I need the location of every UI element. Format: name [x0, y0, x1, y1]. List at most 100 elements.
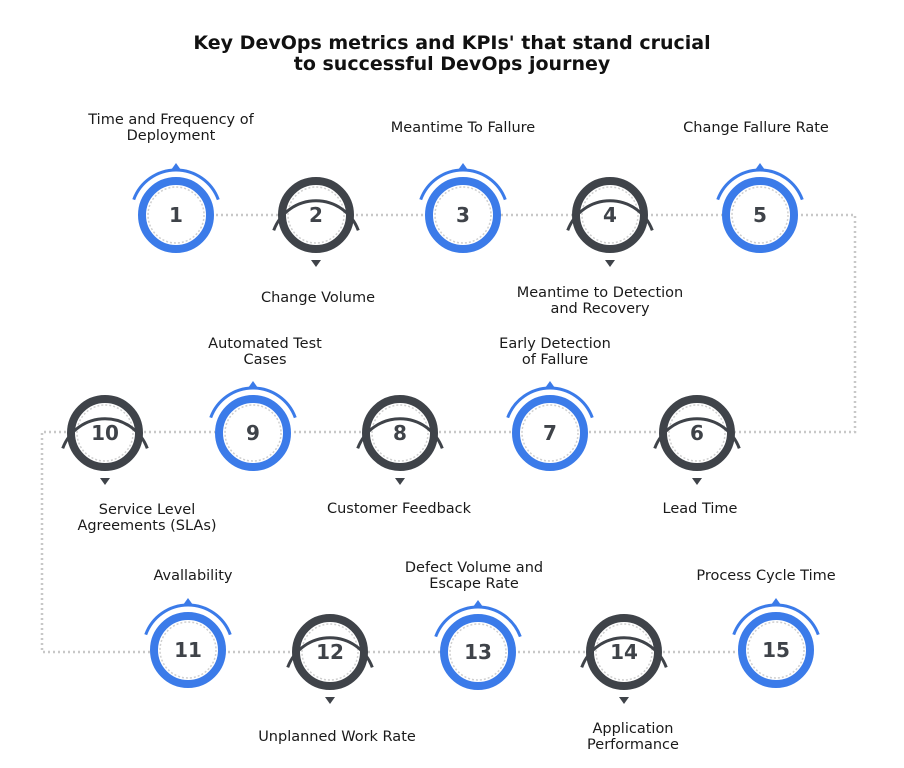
metric-number: 8	[393, 421, 407, 445]
metric-outer-arc	[716, 168, 804, 201]
metric-inner-dotted-ring	[224, 404, 282, 462]
metric-outer-arc	[356, 417, 444, 449]
metric-inner-dotted-ring	[159, 621, 217, 679]
metric-outer-arc	[566, 199, 654, 231]
metric-label-line: Process Cycle Time	[696, 568, 836, 584]
metric-inner-dotted-ring	[76, 404, 134, 462]
metric-number: 10	[91, 421, 119, 445]
metric-outer-arc	[286, 636, 374, 668]
metric-label-line: of Fallure	[521, 352, 589, 368]
metric-label-line: Change Fallure Rate	[683, 120, 829, 136]
metric-outer-arc	[434, 605, 522, 638]
metric-label-line: Customer Feedback	[326, 501, 472, 517]
metric-circle-bg	[292, 614, 368, 690]
metric-label-line: Deployment	[126, 128, 216, 144]
metric-number: 9	[246, 421, 260, 445]
pointer-up-icon	[545, 381, 555, 388]
pointer-up-icon	[473, 600, 483, 607]
metric-number: 12	[316, 640, 344, 664]
metric-outer-arc	[419, 168, 507, 201]
metric-circle-bg	[215, 395, 291, 471]
metric-ring	[440, 614, 516, 690]
metric-ring	[150, 612, 226, 688]
metric-circle-bg	[138, 177, 214, 253]
metric-label-line: Unplanned Work Rate	[258, 729, 416, 745]
metric-circle-bg	[425, 177, 501, 253]
metric-number: 15	[762, 638, 790, 662]
metric-label-line: Defect Volume and	[404, 560, 544, 576]
metric-number: 6	[690, 421, 704, 445]
metric-label: Unplanned Work Rate	[217, 729, 457, 745]
metric-inner-dotted-ring	[147, 186, 205, 244]
pointer-down-icon	[692, 478, 702, 485]
metric-label: Lead Time	[580, 501, 820, 517]
pointer-up-icon	[458, 163, 468, 170]
pointer-down-icon	[619, 697, 629, 704]
metric-inner-dotted-ring	[581, 186, 639, 244]
metric-label-line: Escape Rate	[429, 576, 519, 592]
metric-label-line: Cases	[243, 352, 287, 368]
metric-number: 4	[603, 203, 617, 227]
metric-label-line: Agreements (SLAs)	[77, 518, 217, 534]
metric-label: Customer Feedback	[279, 501, 519, 517]
metric-label: Process Cycle Time	[646, 568, 886, 584]
metric-ring	[425, 177, 501, 253]
metric-label-line: Meantime to Detection	[516, 285, 684, 301]
metric-outer-arc	[209, 386, 297, 419]
metric-label: Service Level Agreements (SLAs)	[27, 502, 267, 534]
metric-label: Avallability	[73, 568, 313, 584]
metric-number: 13	[464, 640, 492, 664]
metric-label-line: and Recovery	[550, 301, 650, 317]
metric-number: 1	[169, 203, 183, 227]
pointer-down-icon	[395, 478, 405, 485]
metric-number: 2	[309, 203, 323, 227]
pointer-down-icon	[325, 697, 335, 704]
metric-outer-arc	[580, 636, 668, 668]
pointer-down-icon	[605, 260, 615, 267]
metric-label: Early Detection of Fallure	[435, 336, 675, 368]
metric-outer-arc	[132, 168, 220, 201]
diagram-title: Key DevOps metrics and KPIs' that stand …	[0, 33, 904, 75]
metric-label-line: Lead Time	[662, 501, 738, 517]
metric-number: 11	[174, 638, 202, 662]
metric-inner-dotted-ring	[301, 623, 359, 681]
pointer-up-icon	[171, 163, 181, 170]
pointer-down-icon	[311, 260, 321, 267]
metric-number: 7	[543, 421, 557, 445]
metric-label-line: Meantime To Fallure	[390, 120, 536, 136]
metric-outer-arc	[272, 199, 360, 231]
metric-inner-dotted-ring	[521, 404, 579, 462]
pointer-up-icon	[755, 163, 765, 170]
metric-number: 3	[456, 203, 470, 227]
metric-label: Defect Volume and Escape Rate	[354, 560, 594, 592]
metric-outer-arc	[61, 417, 149, 449]
metric-label: Change Fallure Rate	[636, 120, 876, 136]
metric-label-line: Automated Test	[208, 336, 322, 352]
metric-circle-bg	[738, 612, 814, 688]
title-line-1: Key DevOps metrics and KPIs' that stand …	[193, 32, 711, 54]
pointer-up-icon	[248, 381, 258, 388]
metric-circle-bg	[659, 395, 735, 471]
metric-inner-dotted-ring	[731, 186, 789, 244]
metric-label: Automated Test Cases	[145, 336, 385, 368]
metric-label-line: Change Volume	[260, 290, 376, 306]
metric-number: 5	[753, 203, 767, 227]
metric-circle-bg	[150, 612, 226, 688]
metric-outer-arc	[653, 417, 741, 449]
pointer-down-icon	[100, 478, 110, 485]
metric-inner-dotted-ring	[371, 404, 429, 462]
pointer-up-icon	[771, 598, 781, 605]
metric-label-line: Avallability	[153, 568, 233, 584]
metric-circle-bg	[512, 395, 588, 471]
metric-inner-dotted-ring	[287, 186, 345, 244]
metric-ring	[138, 177, 214, 253]
metric-number: 14	[610, 640, 638, 664]
metric-inner-dotted-ring	[449, 623, 507, 681]
metric-circle-bg	[586, 614, 662, 690]
metric-circle-bg	[572, 177, 648, 253]
metric-ring	[512, 395, 588, 471]
metric-inner-dotted-ring	[668, 404, 726, 462]
metric-circle-bg	[278, 177, 354, 253]
metric-label: Time and Frequency of Deployment	[51, 112, 291, 144]
